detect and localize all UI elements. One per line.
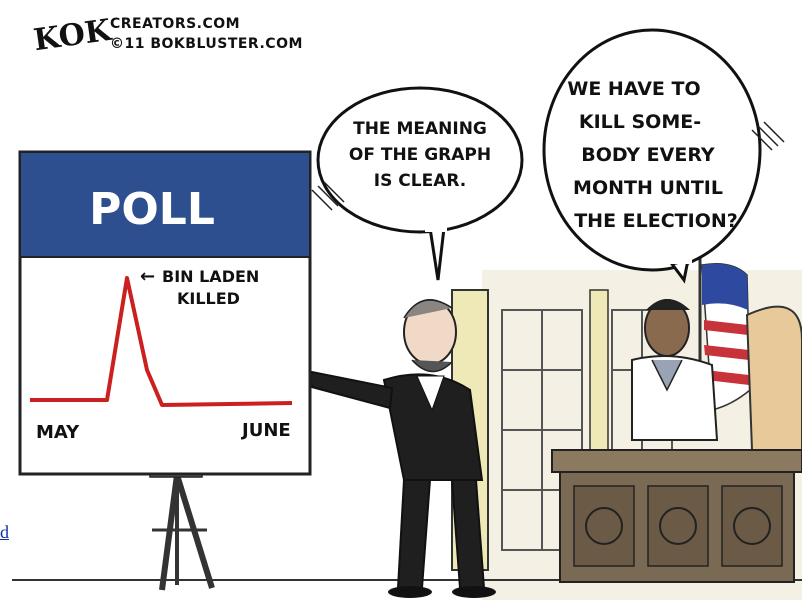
standing-figure <box>277 299 496 598</box>
annotation-line-2: KILLED <box>177 289 240 308</box>
speech-right-line-4: MONTH UNTIL <box>573 177 723 199</box>
annotation-arrow-icon: ← <box>140 266 155 287</box>
speech-right-line-1: WE HAVE TO <box>567 78 700 100</box>
poll-header <box>19 151 311 258</box>
cartoon-frame: POLL ← BIN LADEN KILLED MAY JUNE KOK CRE… <box>12 10 802 600</box>
speech-right-line-2: KILL SOME- <box>579 111 701 133</box>
graph-end-label: JUNE <box>240 420 291 441</box>
easel <box>149 464 215 591</box>
poll-graph-line <box>30 276 293 407</box>
speech-right-line-3: BODY EVERY <box>581 144 715 166</box>
speech-bubble-right: WE HAVE TO KILL SOME- BODY EVERY MONTH U… <box>542 28 762 284</box>
speech-left-line-1: THE MEANING <box>353 119 487 139</box>
credit-line-1: CREATORS.COM <box>110 16 240 32</box>
speech-right-line-5: THE ELECTION? <box>574 210 738 232</box>
artist-credit: KOK CREATORS.COM ©11 BOKBLUSTER.COM <box>32 13 303 59</box>
speech-bubble-left: THE MEANING OF THE GRAPH IS CLEAR. <box>316 86 524 281</box>
american-flag <box>698 255 751 440</box>
credit-line-2: ©11 BOKBLUSTER.COM <box>110 36 303 52</box>
speech-left-line-2: OF THE GRAPH <box>349 145 491 165</box>
cartoon-illustration: POLL ← BIN LADEN KILLED MAY JUNE KOK CRE… <box>12 13 802 600</box>
chair-icon <box>745 305 802 451</box>
edge-link[interactable]: d <box>0 522 9 542</box>
poll-board: POLL ← BIN LADEN KILLED MAY JUNE <box>18 150 312 476</box>
decorative-hatching <box>311 121 785 211</box>
seated-figure <box>631 299 719 441</box>
speech-left-line-3: IS CLEAR. <box>374 171 466 191</box>
resolute-desk <box>551 449 802 583</box>
annotation-line-1: BIN LADEN <box>162 267 259 286</box>
artist-signature: KOK <box>32 13 115 59</box>
poll-title: POLL <box>89 184 215 235</box>
graph-start-label: MAY <box>36 422 80 443</box>
